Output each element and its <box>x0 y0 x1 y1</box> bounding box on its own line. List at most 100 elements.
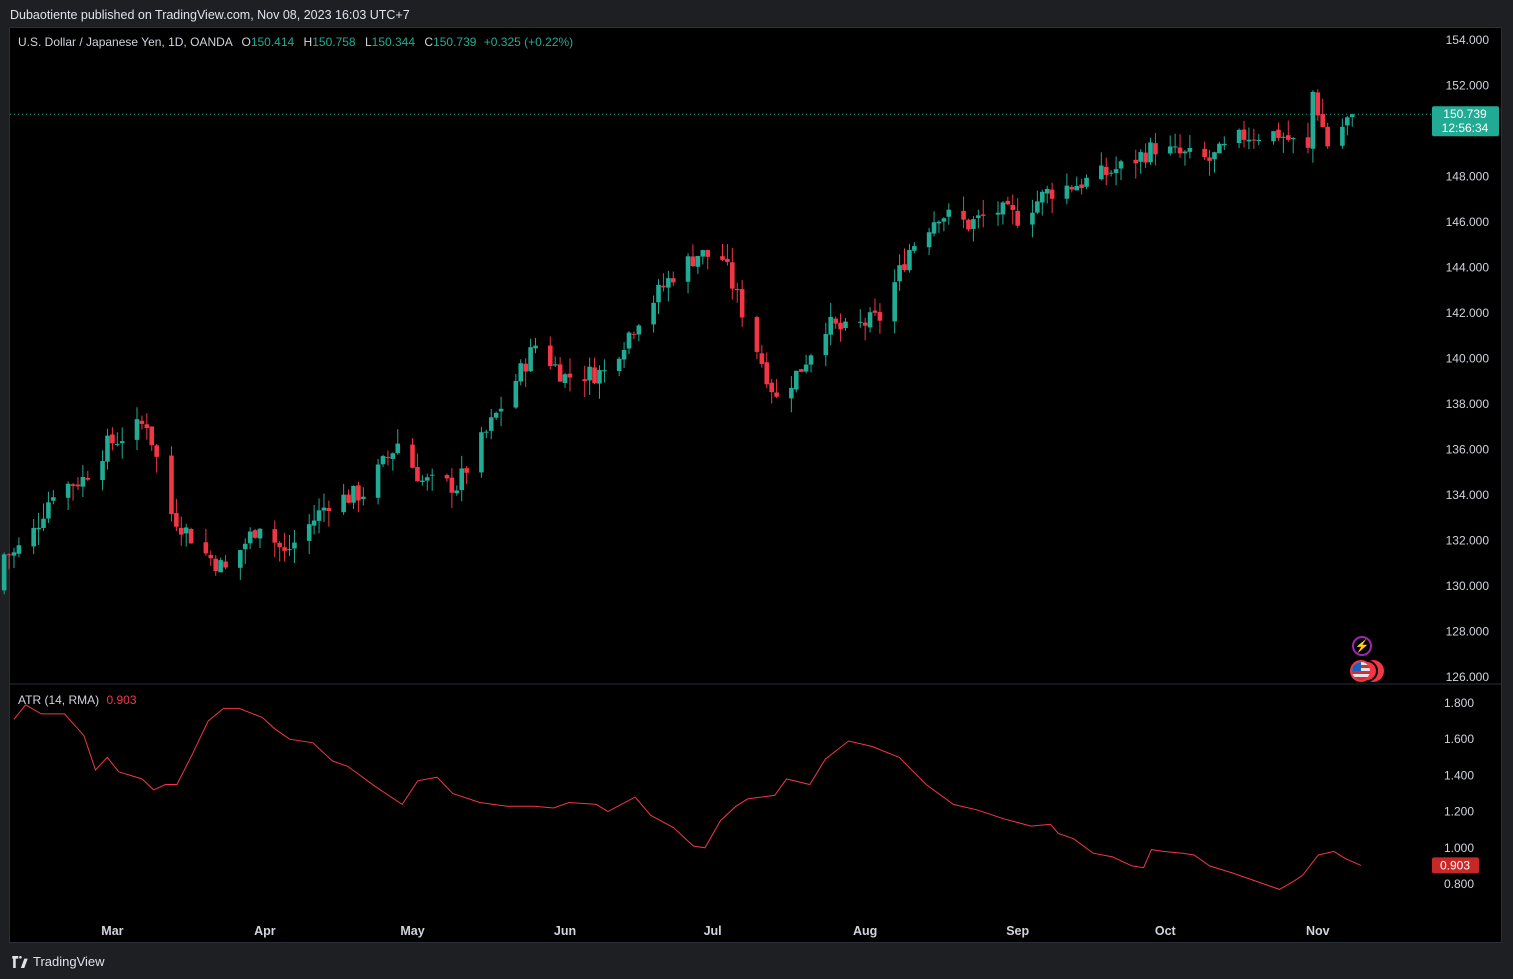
candle-body <box>326 508 332 512</box>
candle-body <box>833 318 838 324</box>
candle-body <box>1133 159 1139 164</box>
candle-body <box>941 218 947 222</box>
candle-body <box>31 527 36 547</box>
atr-line <box>13 704 1362 890</box>
candle-body <box>6 554 12 556</box>
candle-body <box>272 529 278 543</box>
candle-body <box>11 552 17 556</box>
candle-body <box>36 527 41 530</box>
atr-axis-tick-label: 1.400 <box>1444 768 1474 782</box>
candle-body <box>1148 142 1153 163</box>
candle-body <box>843 321 848 329</box>
candle-body <box>110 434 115 444</box>
us-flag-event-icon[interactable] <box>1350 660 1386 682</box>
candle-body <box>1256 140 1262 142</box>
candle-body <box>252 530 258 538</box>
time-axis-tick-label: Oct <box>1155 924 1177 938</box>
candle-body <box>754 317 760 352</box>
candle-body <box>651 302 656 325</box>
atr-axis-tick-label: 1.000 <box>1444 841 1474 855</box>
price-axis-tick-label: 130.000 <box>1446 579 1490 593</box>
candle-body <box>16 545 22 554</box>
candle-body <box>803 364 809 372</box>
atr-value: 0.903 <box>106 693 137 707</box>
footer-brand: TradingView <box>33 954 105 969</box>
candle-body <box>346 494 351 503</box>
candle-body <box>247 531 253 544</box>
candle-body <box>1035 201 1040 213</box>
candle-body <box>213 558 219 572</box>
candle-body <box>582 379 588 382</box>
candle-body <box>513 380 519 408</box>
price-axis-tick-label: 144.000 <box>1446 261 1490 275</box>
candle-body <box>351 485 356 503</box>
candle-body <box>966 219 971 230</box>
lightning-event-icon[interactable]: ⚡ <box>1352 636 1372 656</box>
candle-body <box>592 367 597 384</box>
low-value: 150.344 <box>371 35 416 49</box>
candle-body <box>636 325 642 335</box>
candle-body <box>183 527 189 534</box>
candle-body <box>70 484 76 486</box>
price-axis-tick-label: 146.000 <box>1446 215 1490 229</box>
candle-body <box>931 222 937 234</box>
time-axis-tick-label: Apr <box>254 924 276 938</box>
candle-body <box>287 549 292 551</box>
candle-body <box>907 249 912 271</box>
candle-body <box>961 210 966 220</box>
candle-body <box>926 232 932 248</box>
candle-body <box>41 518 46 528</box>
candle-body <box>188 529 194 544</box>
candle-body <box>203 542 209 554</box>
candle-body <box>823 334 829 356</box>
candle-body <box>410 444 415 468</box>
candle-body <box>685 256 691 282</box>
candle-body <box>100 461 105 481</box>
candle-body <box>734 288 740 291</box>
candle-body <box>1044 188 1050 194</box>
candle-body <box>557 364 563 382</box>
atr-axis-tick-label: 0.800 <box>1444 877 1474 891</box>
candle-body <box>616 358 622 372</box>
candle-body <box>444 475 450 479</box>
candle-body <box>838 322 843 330</box>
candle-body <box>385 456 391 458</box>
candle-body <box>341 494 346 513</box>
atr-axis-tick-label: 1.600 <box>1444 732 1474 746</box>
candle-body <box>739 289 745 318</box>
candle-body <box>1187 147 1193 152</box>
candle-body <box>134 419 140 440</box>
candle-body <box>282 547 287 551</box>
candle-body <box>1069 186 1075 190</box>
candle-body <box>46 502 51 519</box>
candle-body <box>144 424 150 429</box>
atr-axis-tick-label: 1.200 <box>1444 805 1474 819</box>
chart-frame[interactable] <box>9 27 1502 943</box>
candle-body <box>119 441 125 444</box>
candle-body <box>666 278 671 288</box>
publisher-line: Dubaotiente published on TradingView.com… <box>10 8 410 22</box>
candle-body <box>1222 143 1227 146</box>
candle-body <box>420 480 425 483</box>
candle-body <box>1108 172 1114 174</box>
candle-body <box>449 477 455 493</box>
candle-body <box>415 467 420 482</box>
candle-body <box>1064 185 1070 199</box>
candle-body <box>1305 137 1311 148</box>
candle-body <box>621 350 627 360</box>
candle-body <box>361 496 366 500</box>
candle-body <box>1281 136 1286 138</box>
candle-body <box>720 256 725 260</box>
candle-body <box>395 443 401 454</box>
high-label: H <box>303 35 313 49</box>
candle-body <box>429 474 435 476</box>
candle-body <box>115 444 120 446</box>
candle-body <box>424 477 430 481</box>
candle-body <box>1320 114 1326 127</box>
candle-body <box>75 484 81 487</box>
candle-body <box>1005 200 1011 205</box>
high-value: 150.758 <box>312 35 356 49</box>
candle-body <box>631 333 637 335</box>
candle-body <box>277 542 282 548</box>
